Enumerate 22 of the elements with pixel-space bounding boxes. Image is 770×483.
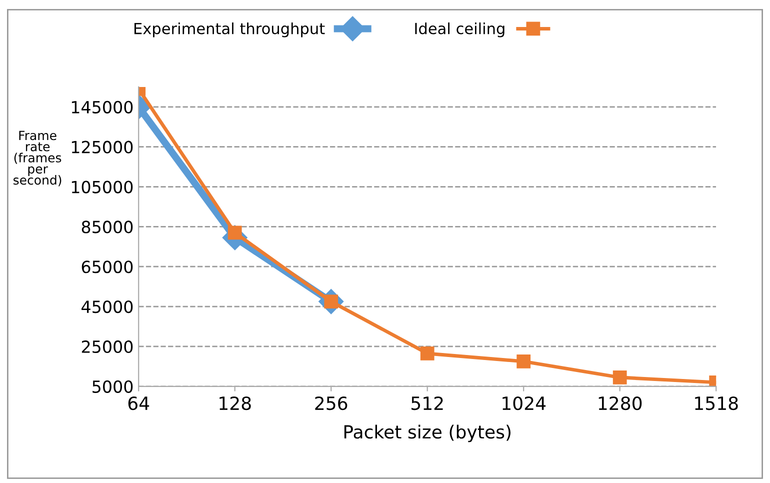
x-axis-title: Packet size (bytes) bbox=[344, 424, 510, 442]
y-tick-label: 45000 bbox=[82, 300, 133, 314]
x-tick-label: 64 bbox=[128, 396, 150, 410]
y-tick-label: 145000 bbox=[72, 100, 133, 114]
point bbox=[516, 354, 531, 368]
y-tick-label: 85000 bbox=[82, 220, 133, 234]
y-tick-label: 125000 bbox=[72, 140, 133, 154]
x-tick-label: 512 bbox=[412, 396, 443, 410]
y-tick-label: 65000 bbox=[82, 260, 133, 274]
x-tick-label: 256 bbox=[315, 396, 348, 410]
y-tick-label: 105000 bbox=[72, 180, 133, 194]
x-tick-label: 1518 bbox=[695, 396, 738, 410]
x-tick-label: 128 bbox=[220, 396, 251, 410]
y-axis-title: Frame rate (frames per second) bbox=[13, 130, 62, 186]
legend-label: Experimental throughput bbox=[134, 22, 325, 38]
x-tick-label: 1024 bbox=[502, 396, 546, 410]
point bbox=[420, 346, 434, 360]
y-tick-label: 25000 bbox=[82, 340, 133, 354]
y-tick-label: 5000 bbox=[92, 380, 133, 393]
legend-label: Ideal ceiling bbox=[415, 22, 504, 38]
x-tick-label: 1280 bbox=[598, 396, 642, 410]
point bbox=[612, 370, 627, 384]
